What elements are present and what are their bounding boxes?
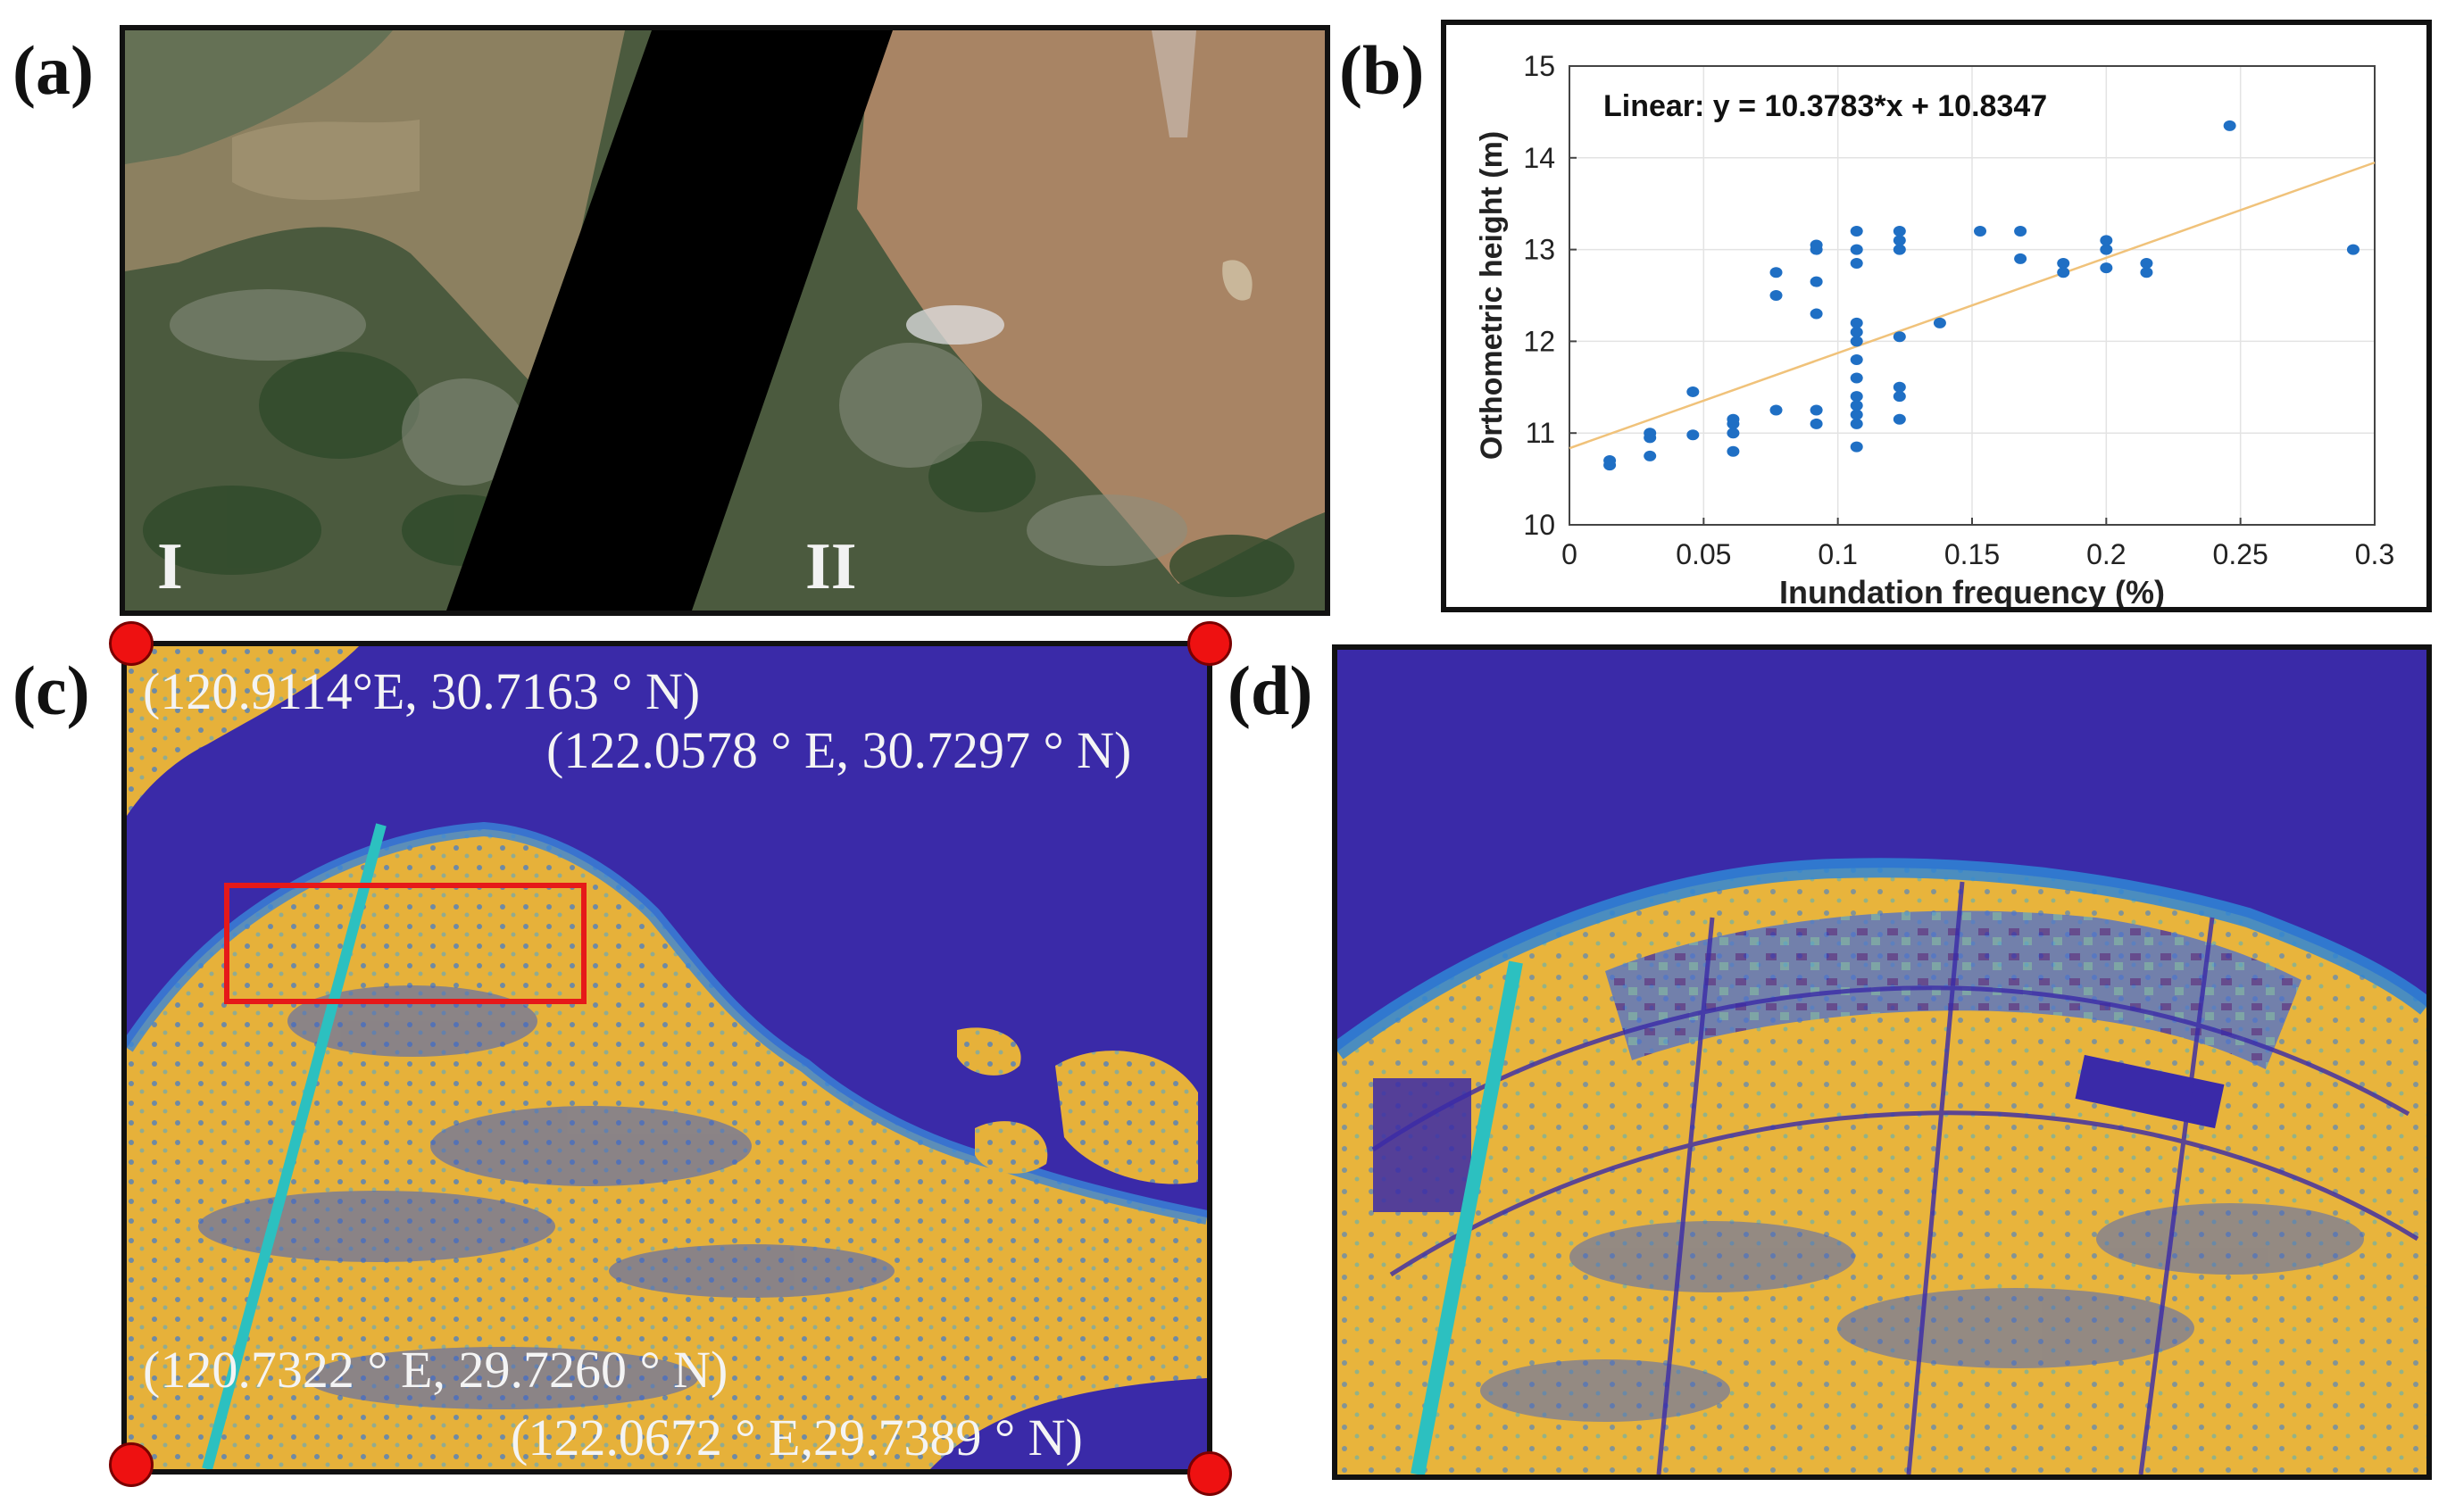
satellite-image-svg [125,30,1325,611]
y-tick-label: 10 [1523,509,1555,541]
data-point [1686,386,1700,397]
y-tick-label: 14 [1523,142,1555,174]
data-point [1850,391,1863,403]
y-tick-label: 11 [1526,417,1555,449]
data-point [1893,244,1906,255]
data-point [1727,428,1740,439]
zoom-region-box [224,883,587,1004]
data-point [2014,253,2027,264]
zoomed-map-svg [1337,650,2426,1475]
data-point [1850,244,1863,255]
x-tick-label: 0.25 [2213,538,2268,570]
data-point [1850,441,1863,453]
data-point [1727,445,1740,457]
panel-d-label: (d) [1228,652,1313,729]
data-point [1769,267,1783,278]
corner-marker-top-left [109,621,154,666]
data-point [1810,404,1823,416]
data-point [1850,317,1863,328]
corner-marker-top-right [1187,621,1232,666]
x-tick-label: 0.15 [1944,538,2000,570]
y-tick-label: 15 [1523,50,1555,82]
data-point [1850,336,1863,347]
x-tick-label: 0.05 [1676,538,1731,570]
data-point [1850,327,1863,338]
y-axis-label: Orthometric height (m) [1475,131,1509,460]
data-point [1893,391,1906,403]
data-point [1850,372,1863,384]
regression-equation: Linear: y = 10.3783*x + 10.8347 [1603,89,2048,123]
data-point [2100,262,2113,274]
data-point [1893,381,1906,393]
data-point [2140,258,2153,270]
corner-coord-top-left: (120.9114°E, 30.7163 ° N) [143,662,701,720]
corner-coord-bottom-right: (122.0672 ° E,29.7389 ° N) [511,1408,1083,1466]
inundation-map-svg [127,646,1207,1469]
data-point [1850,226,1863,237]
x-tick-label: 0 [1561,538,1577,570]
data-point [1810,418,1823,429]
data-point [1810,239,1823,251]
panel-d-zoomed-map [1332,644,2432,1480]
data-point [1727,413,1740,425]
panel-a-satellite-image: I II [120,25,1330,616]
x-tick-label: 0.3 [2355,538,2394,570]
data-point [1850,418,1863,429]
data-point [2346,244,2360,255]
panel-c-label: (c) [12,652,90,729]
data-point [2057,258,2070,270]
data-point [2223,120,2236,131]
data-point [1850,258,1863,270]
regression-line [1569,161,2376,450]
data-point [1850,409,1863,420]
y-tick-label: 12 [1523,325,1555,357]
data-point [1850,353,1863,365]
data-point [2140,267,2153,278]
panel-c-inundation-map: (120.9114°E, 30.7163 ° N) (122.0578 ° E,… [121,641,1212,1475]
data-point [1644,450,1657,461]
data-point [2057,267,2070,278]
data-point [1603,455,1617,467]
x-tick-label: 0.1 [1818,538,1857,570]
panel-b-label: (b) [1339,31,1425,109]
corner-marker-bottom-right [1187,1451,1232,1496]
data-point [1893,226,1906,237]
data-point [2014,226,2027,237]
corner-coord-bottom-left: (120.7322 ° E, 29.7260 ° N) [143,1341,728,1399]
data-point [2100,235,2113,246]
data-point [2100,244,2113,255]
data-point [1850,400,1863,411]
data-point [1933,317,1946,328]
data-point [1893,331,1906,343]
data-point [1893,235,1906,246]
scene-label-i: I [157,530,183,603]
data-point [1974,226,1987,237]
corner-coord-top-right: (122.0578 ° E, 30.7297 ° N) [546,721,1132,779]
scatter-chart-svg: 0 0.05 0.1 0.15 0.2 0.25 0.3 10 11 12 13 14 15 Inunda… [1475,50,2394,607]
data-point [1810,308,1823,320]
data-point [1769,404,1783,416]
y-tick-label: 13 [1523,234,1555,266]
panel-b-scatter-chart: 0 0.05 0.1 0.15 0.2 0.25 0.3 10 11 12 13 14 15 Inunda… [1441,20,2432,612]
scene-label-ii: II [805,530,857,603]
panel-a-label: (a) [12,31,94,109]
data-point [1893,413,1906,425]
data-point [1769,290,1783,301]
data-point [1810,276,1823,287]
corner-marker-bottom-left [109,1442,154,1487]
data-point [1686,429,1700,441]
x-tick-label: 0.2 [2086,538,2126,570]
data-point [1644,428,1657,439]
x-axis-label: Inundation frequency (%) [1779,574,2165,607]
